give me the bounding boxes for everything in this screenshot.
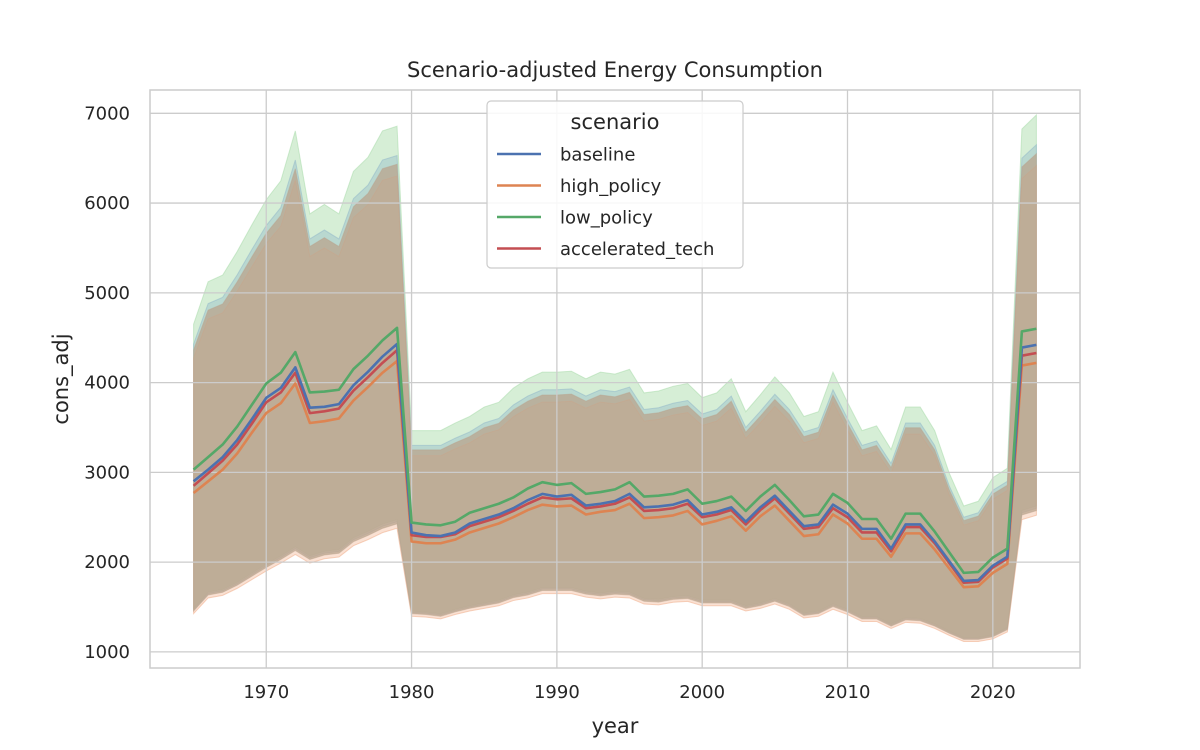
- x-tick-label: 1970: [243, 682, 289, 703]
- series-line-low-policy: [192, 326, 1037, 575]
- legend-items: baseline high_policy low_policy accelerated…: [497, 145, 714, 260]
- y-tick-label: 4000: [84, 373, 130, 394]
- x-tick-label: 2020: [970, 682, 1016, 703]
- y-tick-label: 7000: [84, 103, 130, 124]
- legend-box: [486, 100, 744, 269]
- legend-label: baseline: [560, 145, 635, 166]
- x-tick-label: 1980: [389, 682, 435, 703]
- legend-label: low_policy: [560, 208, 653, 229]
- series-line-accelerated-tech: [192, 348, 1037, 585]
- series-line-high-policy: [192, 359, 1037, 589]
- series-lines: [192, 326, 1037, 589]
- legend-label: high_policy: [560, 176, 662, 197]
- x-tick-label: 1990: [534, 682, 580, 703]
- y-axis-label: cons_adj: [49, 333, 74, 424]
- plot-frame: [149, 89, 1081, 669]
- x-tick-label: 2000: [679, 682, 725, 703]
- y-tick-labels: 1000 2000 3000 4000 5000 6000 7000: [84, 103, 130, 663]
- legend-title: scenario: [571, 110, 660, 134]
- y-tick-label: 3000: [84, 462, 130, 483]
- legend-label: accelerated_tech: [560, 239, 714, 260]
- series-line-baseline: [192, 342, 1037, 583]
- y-tick-label: 1000: [84, 642, 130, 663]
- x-axis-label: year: [592, 714, 639, 738]
- y-tick-label: 2000: [84, 552, 130, 573]
- y-tick-label: 5000: [84, 283, 130, 304]
- chart-title: Scenario-adjusted Energy Consumption: [407, 58, 823, 82]
- x-tick-labels: 1970 1980 1990 2000 2010 2020: [243, 682, 1015, 703]
- legend-item-high-policy: high_policy: [497, 176, 662, 197]
- legend: scenario baseline high_policy low_policyac…: [486, 100, 744, 269]
- legend-item-accelerated-tech: accelerated_tech: [497, 239, 714, 260]
- legend-item-baseline: baseline: [497, 145, 635, 166]
- x-tick-label: 2010: [825, 682, 871, 703]
- y-tick-label: 6000: [84, 193, 130, 214]
- legend-item-low-policy: low_policy: [497, 208, 653, 229]
